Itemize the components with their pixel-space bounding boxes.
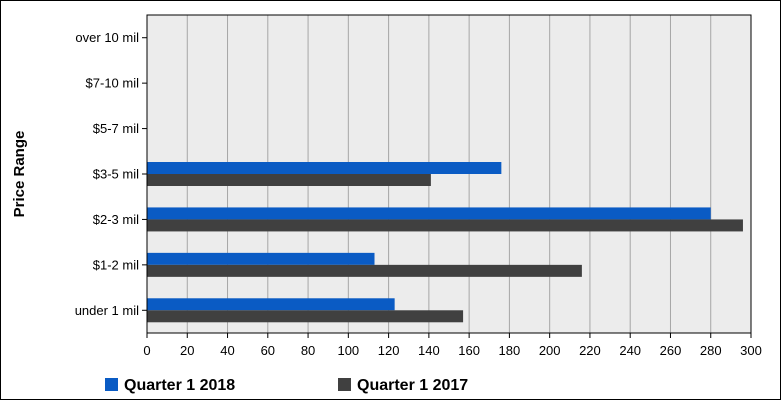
x-tick-label: 240 bbox=[619, 343, 641, 358]
x-tick-label: 100 bbox=[337, 343, 359, 358]
bars bbox=[147, 162, 743, 323]
legend: Quarter 1 2018 Quarter 1 2017 bbox=[105, 377, 468, 394]
x-tick-label: 140 bbox=[418, 343, 440, 358]
bar bbox=[147, 298, 395, 311]
bar bbox=[147, 252, 375, 265]
y-axis: under 1 mil $1-2 mil $2-3 mil $3-5 mil $5-7 … bbox=[75, 30, 147, 318]
bar bbox=[147, 162, 502, 174]
x-tick-label: 60 bbox=[261, 343, 275, 358]
y-tick-label: over 10 mil bbox=[75, 30, 139, 45]
bar bbox=[147, 174, 431, 186]
y-tick-label: under 1 mil bbox=[75, 303, 139, 318]
legend-swatch bbox=[338, 378, 351, 391]
x-tick-label: 0 bbox=[143, 343, 150, 358]
bar bbox=[147, 264, 582, 277]
x-tick-label: 40 bbox=[220, 343, 234, 358]
x-tick-label: 220 bbox=[579, 343, 601, 358]
y-tick-label: $1-2 mil bbox=[93, 257, 139, 272]
x-tick-label: 260 bbox=[660, 343, 682, 358]
bar bbox=[147, 207, 711, 220]
x-tick-label: 280 bbox=[700, 343, 722, 358]
bar bbox=[147, 310, 464, 323]
y-tick-label: $2-3 mil bbox=[93, 212, 139, 227]
x-tick-label: 80 bbox=[301, 343, 315, 358]
x-tick-label: 160 bbox=[458, 343, 480, 358]
x-tick-label: 200 bbox=[539, 343, 561, 358]
y-tick-label: $5-7 mil bbox=[93, 121, 139, 136]
x-tick-label: 180 bbox=[499, 343, 521, 358]
x-tick-label: 300 bbox=[740, 343, 762, 358]
y-axis-title: Price Range bbox=[11, 131, 28, 218]
legend-label: Quarter 1 2018 bbox=[124, 377, 235, 394]
bar bbox=[147, 219, 743, 232]
legend-label: Quarter 1 2017 bbox=[357, 377, 468, 394]
legend-swatch bbox=[105, 378, 118, 391]
x-tick-label: 20 bbox=[180, 343, 194, 358]
y-tick-label: $7-10 mil bbox=[86, 76, 140, 91]
y-tick-label: $3-5 mil bbox=[93, 167, 139, 182]
x-axis: 0 20 40 60 80 100 120 140 160 180 200 220 240 260 280 3… bbox=[143, 333, 762, 358]
x-tick-label: 120 bbox=[378, 343, 400, 358]
